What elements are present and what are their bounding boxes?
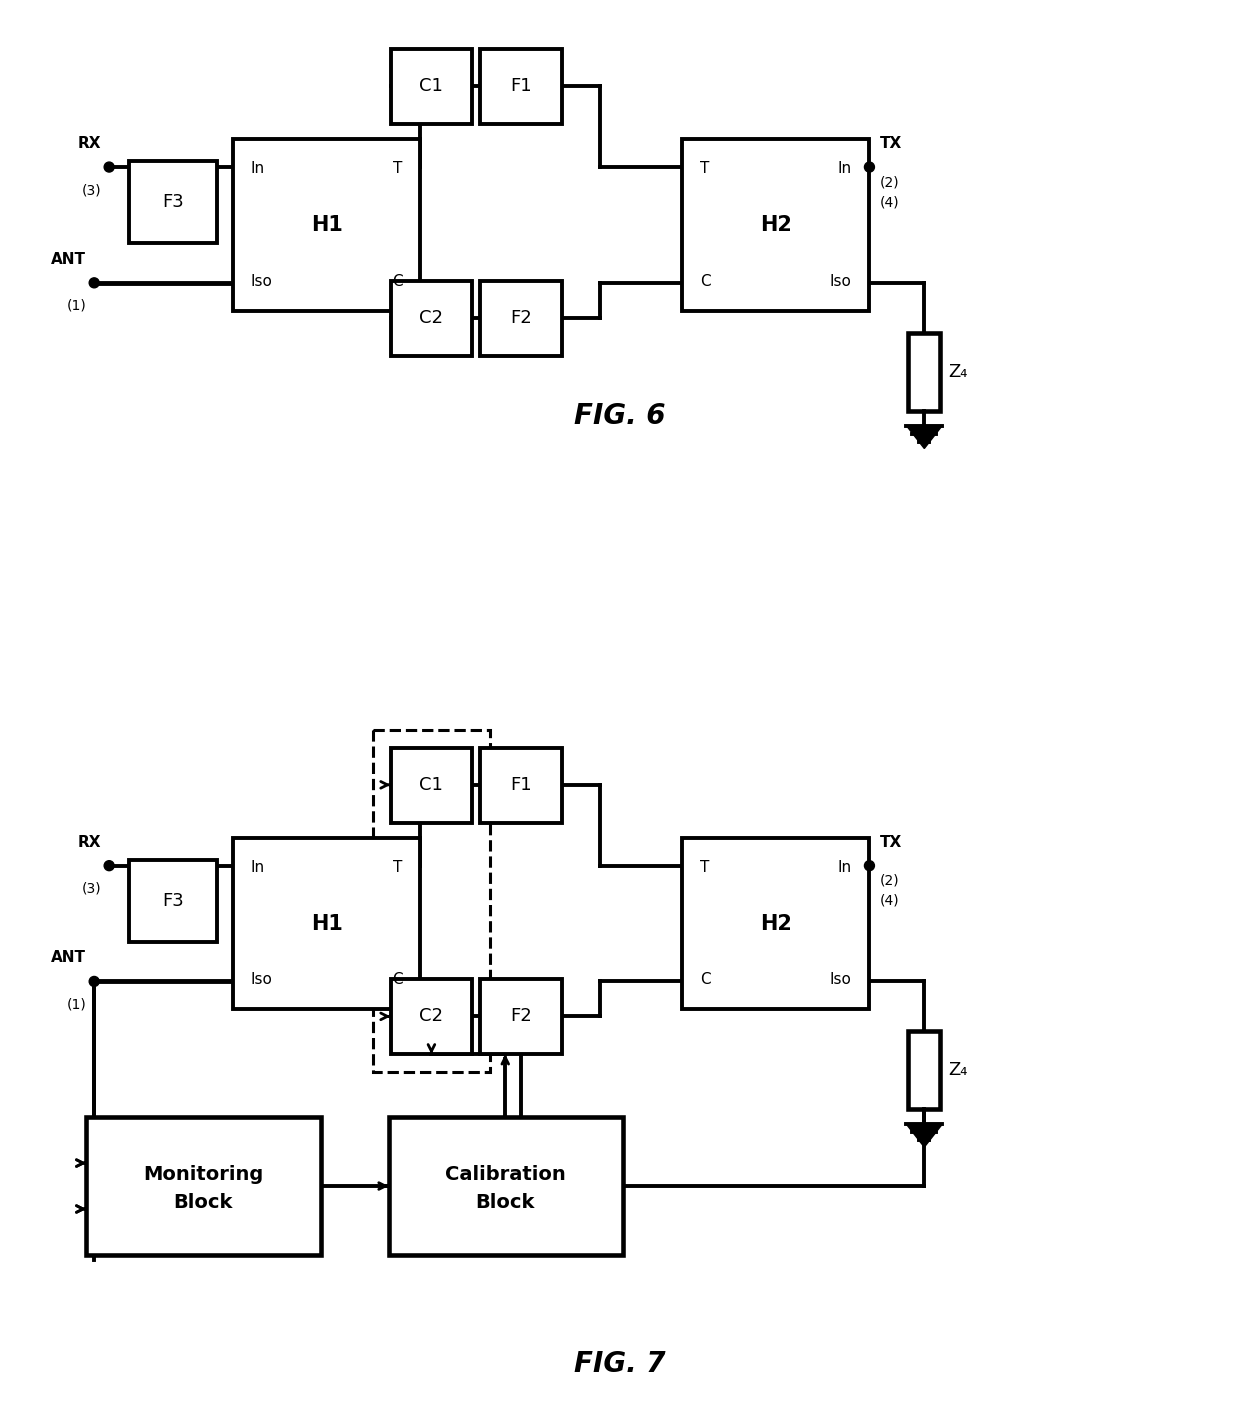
Text: RX: RX bbox=[78, 136, 102, 152]
Text: H2: H2 bbox=[760, 215, 791, 234]
Text: In: In bbox=[250, 860, 265, 874]
Bar bbox=[909, 333, 940, 411]
Text: TX: TX bbox=[879, 136, 901, 152]
Bar bbox=[391, 49, 472, 123]
Bar bbox=[480, 281, 562, 356]
Text: H1: H1 bbox=[311, 215, 342, 234]
Text: Block: Block bbox=[174, 1193, 233, 1212]
Text: In: In bbox=[250, 161, 265, 175]
Circle shape bbox=[89, 278, 99, 288]
Polygon shape bbox=[906, 425, 942, 449]
Text: F1: F1 bbox=[511, 776, 532, 794]
Text: Iso: Iso bbox=[250, 274, 273, 289]
Circle shape bbox=[89, 976, 99, 986]
Text: (3): (3) bbox=[82, 881, 102, 895]
Text: (2): (2) bbox=[879, 874, 899, 888]
Text: F3: F3 bbox=[162, 194, 184, 210]
Text: Block: Block bbox=[476, 1193, 534, 1212]
Text: C1: C1 bbox=[419, 77, 444, 95]
Circle shape bbox=[864, 860, 874, 871]
Text: Calibration: Calibration bbox=[445, 1164, 565, 1184]
Text: (4): (4) bbox=[879, 894, 899, 908]
Text: (2): (2) bbox=[879, 175, 899, 189]
Text: H2: H2 bbox=[760, 913, 791, 933]
Text: ANT: ANT bbox=[51, 253, 87, 267]
Text: Iso: Iso bbox=[830, 274, 852, 289]
Bar bbox=[372, 730, 490, 1072]
Text: RX: RX bbox=[78, 835, 102, 850]
Text: Iso: Iso bbox=[250, 972, 273, 988]
Bar bbox=[87, 1117, 321, 1254]
Text: F2: F2 bbox=[511, 309, 532, 327]
Text: Z₄: Z₄ bbox=[949, 362, 967, 380]
Bar bbox=[391, 748, 472, 822]
Text: F2: F2 bbox=[511, 1007, 532, 1026]
Bar bbox=[682, 838, 869, 1009]
Text: (4): (4) bbox=[879, 195, 899, 209]
Circle shape bbox=[104, 163, 114, 173]
Text: C: C bbox=[699, 274, 711, 289]
Text: T: T bbox=[699, 161, 709, 175]
Text: C2: C2 bbox=[419, 1007, 444, 1026]
Bar bbox=[480, 979, 562, 1054]
Text: C: C bbox=[392, 972, 403, 988]
Text: F3: F3 bbox=[162, 891, 184, 909]
Text: F1: F1 bbox=[511, 77, 532, 95]
Text: FIG. 7: FIG. 7 bbox=[574, 1350, 666, 1378]
Text: Iso: Iso bbox=[830, 972, 852, 988]
Text: T: T bbox=[393, 161, 403, 175]
Bar bbox=[233, 139, 420, 311]
Text: ANT: ANT bbox=[51, 950, 87, 965]
Text: In: In bbox=[837, 860, 852, 874]
Text: Monitoring: Monitoring bbox=[143, 1164, 263, 1184]
Text: C2: C2 bbox=[419, 309, 444, 327]
Text: In: In bbox=[837, 161, 852, 175]
Text: (1): (1) bbox=[67, 998, 87, 1012]
Text: C: C bbox=[699, 972, 711, 988]
Bar bbox=[480, 49, 562, 123]
Text: FIG. 6: FIG. 6 bbox=[574, 401, 666, 429]
Bar bbox=[233, 838, 420, 1009]
Bar bbox=[682, 139, 869, 311]
Text: T: T bbox=[393, 860, 403, 874]
Bar bbox=[391, 979, 472, 1054]
Text: C1: C1 bbox=[419, 776, 444, 794]
Text: (1): (1) bbox=[67, 299, 87, 313]
Text: Z₄: Z₄ bbox=[949, 1061, 967, 1079]
Text: H1: H1 bbox=[311, 913, 342, 933]
Circle shape bbox=[104, 860, 114, 871]
Text: TX: TX bbox=[879, 835, 901, 850]
Bar bbox=[480, 748, 562, 822]
Text: C: C bbox=[392, 274, 403, 289]
Text: T: T bbox=[699, 860, 709, 874]
Circle shape bbox=[864, 163, 874, 173]
Bar bbox=[129, 860, 217, 941]
Bar bbox=[909, 1031, 940, 1110]
Bar bbox=[129, 161, 217, 243]
Polygon shape bbox=[906, 1124, 942, 1148]
Bar bbox=[388, 1117, 622, 1254]
Bar bbox=[391, 281, 472, 356]
Text: (3): (3) bbox=[82, 182, 102, 196]
